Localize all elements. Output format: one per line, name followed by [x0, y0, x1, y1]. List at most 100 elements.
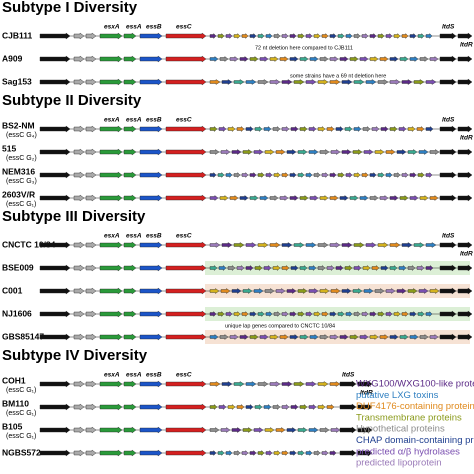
gene-arrow — [305, 79, 317, 85]
gene-arrow — [329, 195, 339, 201]
gene-arrow — [374, 149, 385, 155]
strain-note: (essC G₁) — [6, 410, 36, 417]
gene-arrow — [139, 78, 163, 86]
gene-arrow — [123, 403, 137, 411]
gene-arrow — [139, 194, 163, 202]
gene-arrow — [305, 33, 313, 39]
strain-name: Sag153 — [2, 76, 32, 86]
gene-arrow — [209, 126, 218, 132]
gene-arrow — [439, 241, 457, 249]
gene-arrow — [344, 265, 353, 271]
gene-arrow — [457, 125, 473, 133]
gene-arrow — [409, 56, 419, 62]
gene-arrow — [289, 33, 297, 39]
gene-arrow — [317, 79, 329, 85]
gene-arrow — [236, 265, 245, 271]
gene-arrow — [259, 56, 269, 62]
gene-label: ltdR — [460, 251, 473, 258]
gene-arrow — [457, 78, 473, 86]
gene-arrow — [313, 311, 321, 317]
gene-arrow — [123, 287, 137, 295]
gene-arrow — [245, 79, 257, 85]
gene-arrow — [329, 56, 339, 62]
gene-arrow — [165, 287, 207, 295]
gene-arrow — [139, 171, 163, 179]
gene-arrow — [352, 288, 363, 294]
gene-arrow — [209, 33, 217, 39]
gene-arrow — [339, 380, 357, 388]
gene-arrow — [353, 33, 361, 39]
gene-label: essB — [146, 372, 162, 379]
gene-arrow — [165, 194, 207, 202]
gene-arrow — [242, 427, 253, 433]
gene-arrow — [99, 241, 123, 249]
gene-arrow — [353, 265, 362, 271]
gene-arrow — [73, 241, 85, 249]
gene-label: essA — [126, 372, 142, 379]
gene-arrow — [365, 242, 377, 248]
gene-arrow — [257, 450, 265, 456]
gene-arrow — [218, 404, 227, 410]
gene-arrow — [99, 148, 123, 156]
gene-label: ltdR — [460, 42, 473, 49]
gene-arrow — [209, 450, 217, 456]
gene-arrow — [413, 79, 425, 85]
gene-arrow — [380, 126, 389, 132]
gene-arrow — [290, 404, 299, 410]
gene-arrow — [425, 126, 434, 132]
gene-arrow — [220, 149, 231, 155]
gene-arrow — [345, 311, 353, 317]
gene-arrow — [321, 450, 329, 456]
gene-arrow — [231, 427, 242, 433]
gene-arrow — [353, 242, 365, 248]
gene-arrow — [264, 149, 275, 155]
gene-arrow — [73, 32, 85, 40]
gene-arrow — [401, 79, 413, 85]
gene-arrow — [393, 311, 401, 317]
gene-arrow — [218, 265, 227, 271]
gene-arrow — [339, 426, 357, 434]
gene-arrow — [73, 403, 85, 411]
gene-arrow — [99, 449, 123, 457]
gene-arrow — [165, 148, 207, 156]
gene-arrow — [409, 311, 417, 317]
gene-arrow — [425, 33, 433, 39]
gene-arrow — [39, 380, 71, 388]
gene-arrow — [281, 265, 290, 271]
gene-arrow — [279, 334, 289, 340]
gene-label: ltdS — [442, 233, 455, 240]
gene-arrow — [401, 242, 413, 248]
gene-arrow — [425, 311, 433, 317]
gene-arrow — [289, 195, 299, 201]
legend-entry: predicted α/β hydrolases — [356, 446, 460, 457]
gene-arrow — [377, 311, 385, 317]
gene-arrow — [233, 172, 241, 178]
gene-label: ltdS — [442, 117, 455, 124]
gene-arrow — [253, 427, 264, 433]
strain-name: BSE009 — [2, 262, 34, 272]
gene-arrow — [209, 265, 218, 271]
gene-arrow — [165, 380, 207, 388]
gene-arrow — [233, 311, 241, 317]
gene-arrow — [257, 311, 265, 317]
gene-arrow — [297, 311, 305, 317]
gene-arrow — [326, 404, 335, 410]
gene-arrow — [227, 126, 236, 132]
gene-arrow — [39, 426, 71, 434]
gene-arrow — [299, 56, 309, 62]
gene-arrow — [297, 172, 305, 178]
gene-label: esxA — [104, 24, 120, 31]
gene-arrow — [349, 195, 359, 201]
gene-arrow — [241, 33, 249, 39]
gene-arrow — [281, 450, 289, 456]
gene-arrow — [269, 381, 281, 387]
gene-arrow — [317, 126, 326, 132]
gene-arrow — [85, 264, 97, 272]
gene-arrow — [139, 32, 163, 40]
gene-arrow — [219, 56, 229, 62]
gene-arrow — [379, 56, 389, 62]
gene-arrow — [217, 311, 225, 317]
gene-arrow — [425, 172, 433, 178]
gene-arrow — [341, 242, 353, 248]
gene-arrow — [39, 310, 71, 318]
